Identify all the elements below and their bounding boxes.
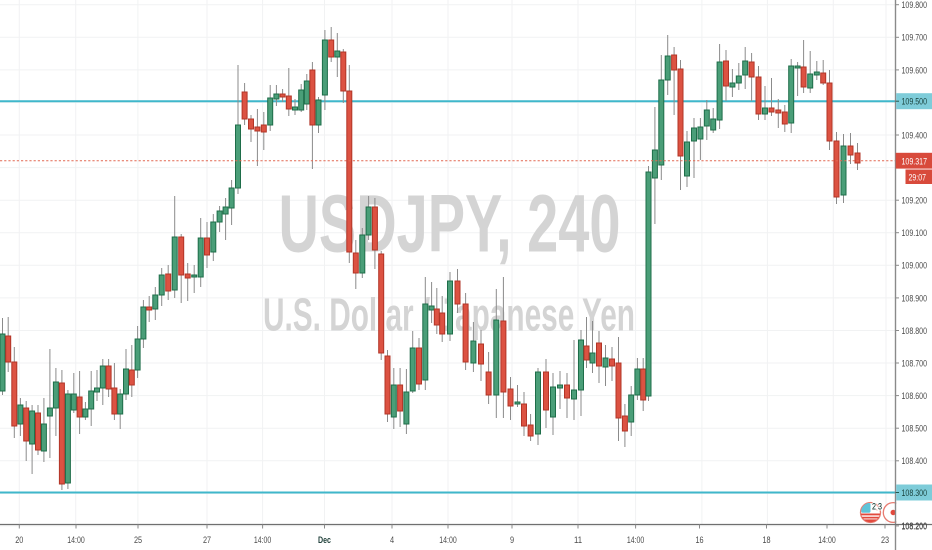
svg-text:109.500: 109.500 [902,97,928,108]
svg-text:23: 23 [881,535,889,546]
svg-text:109.400: 109.400 [902,130,928,141]
svg-text:16: 16 [695,535,703,546]
svg-text:14:00: 14:00 [439,535,456,546]
svg-text:108.700: 108.700 [902,358,928,369]
svg-text:2 3: 2 3 [872,501,882,511]
svg-text:29:07: 29:07 [909,172,927,183]
svg-text:109.700: 109.700 [902,33,928,44]
svg-text:4: 4 [390,535,395,546]
svg-text:11: 11 [574,535,582,546]
svg-text:2 3: 2 3 [872,501,882,511]
svg-text:14:00: 14:00 [67,535,84,546]
svg-text:20: 20 [15,535,23,546]
svg-text:USDJPY, 240: USDJPY, 240 [279,179,621,270]
svg-text:Dec: Dec [318,535,331,546]
svg-text:18: 18 [762,535,770,546]
svg-text:108.200: 108.200 [902,521,928,532]
svg-text:109.317: 109.317 [902,156,928,167]
svg-text:108.300: 108.300 [902,488,928,499]
svg-text:109.800: 109.800 [902,0,928,11]
svg-text:27: 27 [203,535,211,546]
svg-text:108.500: 108.500 [902,424,928,435]
svg-text:25: 25 [134,535,142,546]
svg-text:108.400: 108.400 [902,456,928,467]
svg-text:109.000: 109.000 [902,261,928,272]
svg-text:109.200: 109.200 [902,196,928,207]
svg-text:9: 9 [510,535,514,546]
svg-text:108.800: 108.800 [902,326,928,337]
svg-text:108.200: 108.200 [902,521,928,532]
svg-text:14:00: 14:00 [627,535,644,546]
svg-text:108.900: 108.900 [902,293,928,304]
svg-text:109.100: 109.100 [902,228,928,239]
svg-text:108.600: 108.600 [902,391,928,402]
svg-text:14:00: 14:00 [254,535,271,546]
svg-text:14:00: 14:00 [818,535,835,546]
svg-text:109.600: 109.600 [902,65,928,76]
